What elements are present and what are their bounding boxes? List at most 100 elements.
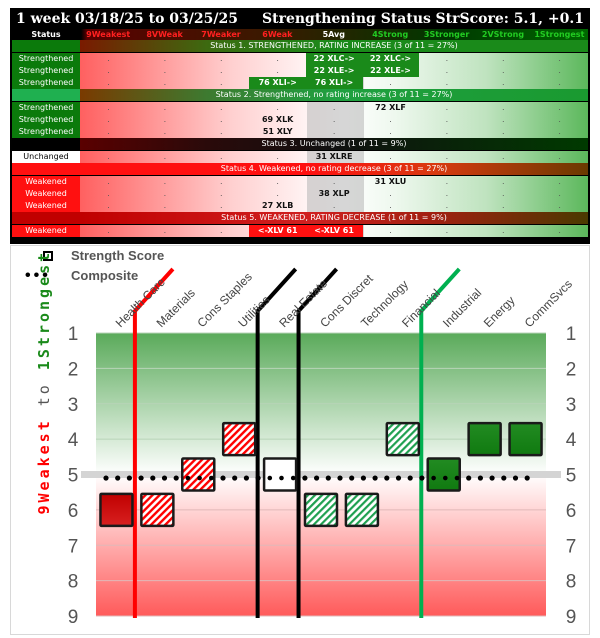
table-cell: . — [220, 54, 223, 63]
table-cell: . — [220, 189, 223, 198]
table-cell: . — [502, 115, 505, 124]
composite-dot-overlay — [185, 475, 191, 481]
period-label: 1 week 03/18/25 to 03/25/25 — [16, 11, 238, 27]
table-row: Strengthened... 69 XLK..... — [12, 114, 588, 126]
table-cell: . — [163, 152, 167, 161]
table-cell: 27 XLB — [262, 201, 294, 210]
table-cell: . — [107, 226, 110, 235]
avg-column-shade — [307, 114, 364, 126]
table-row: Unchanged.... 31 XLRE.... — [12, 151, 588, 163]
table-cell: . — [163, 78, 167, 87]
table-cell: 69 XLK — [261, 115, 294, 124]
group-divider-line — [419, 267, 461, 618]
table-cell: 76 XLI-> — [305, 77, 363, 89]
table-row: Weakened.... 38 XLP.... — [12, 188, 588, 200]
y-tick-label-right: 8 — [566, 572, 577, 593]
table-cell: . — [389, 152, 392, 161]
avg-column-shade — [307, 200, 364, 212]
row-status: Strengthened — [12, 126, 80, 138]
table-cell: . — [558, 152, 561, 161]
square-marker-icon — [43, 251, 53, 261]
table-cell: . — [220, 177, 223, 186]
table-cell: . — [107, 177, 110, 186]
table-cell: . — [163, 177, 167, 186]
section-label: Status 4. Weakened, no rating decrease (… — [80, 163, 588, 175]
table-cell: . — [332, 103, 336, 112]
section-label: Status 5. WEAKENED, RATING DECREASE (1 o… — [80, 212, 588, 224]
section-status-swatch — [12, 89, 80, 101]
avg-column-shade — [307, 151, 364, 163]
table-cell: . — [220, 226, 223, 235]
table-cell: . — [558, 189, 561, 198]
table-cell: . — [220, 66, 223, 75]
strength-square-industrial — [426, 457, 461, 492]
composite-dot-overlay — [466, 475, 472, 481]
composite-dot-overlay — [513, 475, 518, 481]
row-status: Weakened — [12, 200, 80, 212]
composite-dot-overlay — [209, 475, 214, 481]
composite-dot-overlay — [431, 475, 436, 481]
table-cell: . — [389, 115, 392, 124]
composite-dot-overlay — [127, 475, 132, 481]
composite-dot-overlay — [419, 475, 425, 481]
column-header-5avg: 5Avg — [322, 30, 345, 39]
table-cell: . — [502, 201, 505, 210]
table-cell: . — [445, 54, 449, 63]
table-cell: . — [558, 226, 561, 235]
category-label: Utilities — [235, 293, 272, 330]
table-cell: . — [389, 78, 392, 87]
strength-square-real-estate — [262, 457, 298, 492]
table-cell: . — [558, 78, 561, 87]
section-label: Status 3. Unchanged (1 of 11 = 9%) — [80, 138, 588, 150]
strength-square-cons-discret — [303, 492, 339, 528]
table-cell: . — [558, 177, 561, 186]
avg-column-shade — [307, 126, 364, 138]
table-cell: . — [276, 66, 279, 75]
y-axis-label: 9Weakest to 1Strongest — [35, 250, 53, 515]
y-tick-label-left: 9 — [68, 607, 79, 628]
table-row: Strengthened.... 22 XLC-> 22 XLC->... — [12, 53, 588, 65]
table-row: Strengthened... 51 XLY..... — [12, 126, 588, 138]
table-cell: . — [107, 103, 110, 112]
composite-dot-overlay — [302, 475, 308, 481]
table-cell: . — [276, 189, 279, 198]
composite-dot-overlay — [372, 475, 378, 481]
strength-square-technology — [344, 492, 380, 528]
row-status: Strengthened — [12, 77, 80, 89]
group-divider-line — [296, 267, 339, 618]
y-tick-label-right: 3 — [566, 395, 577, 416]
composite-dot-overlay — [489, 475, 495, 481]
table-cell: . — [558, 103, 561, 112]
legend-item-strength-score: Strength Score — [25, 248, 164, 263]
composite-dot-overlay — [478, 475, 483, 481]
composite-dot-overlay — [396, 475, 401, 481]
table-cell: <-XLV 61 — [305, 225, 363, 237]
dots-marker-icon: ••• — [25, 267, 51, 284]
table-row: Weakened... 27 XLB..... — [12, 200, 588, 212]
table-cell: 51 XLY — [262, 127, 293, 136]
composite-dot-overlay — [314, 475, 319, 481]
strength-square-utilities — [221, 421, 257, 457]
table-cell: . — [558, 201, 561, 210]
table-cell: . — [332, 127, 336, 136]
strengthening-status-table: 1 week 03/18/25 to 03/25/25 Strengthenin… — [10, 8, 590, 244]
avg-column-shade — [307, 102, 364, 114]
strength-square-materials — [140, 492, 175, 528]
table-cell: . — [107, 127, 110, 136]
table-cell: . — [502, 54, 505, 63]
table-cell: . — [502, 226, 505, 235]
table-cell: . — [107, 78, 110, 87]
row-status: Strengthened — [12, 114, 80, 126]
str-score-label: StrScore: 5.1, +0.1 — [435, 11, 584, 27]
table-cell: . — [107, 115, 110, 124]
group-divider-line — [132, 267, 175, 618]
table-cell: . — [163, 201, 167, 210]
y-tick-label-right: 4 — [566, 430, 577, 451]
section-header-3: Status 3. Unchanged (1 of 11 = 9%) — [12, 138, 588, 150]
table-cell: . — [276, 177, 279, 186]
table-cell: . — [163, 189, 167, 198]
group-divider-line — [255, 267, 298, 618]
table-cell: . — [332, 201, 336, 210]
table-cell: . — [445, 115, 449, 124]
composite-dot-overlay — [454, 475, 460, 481]
